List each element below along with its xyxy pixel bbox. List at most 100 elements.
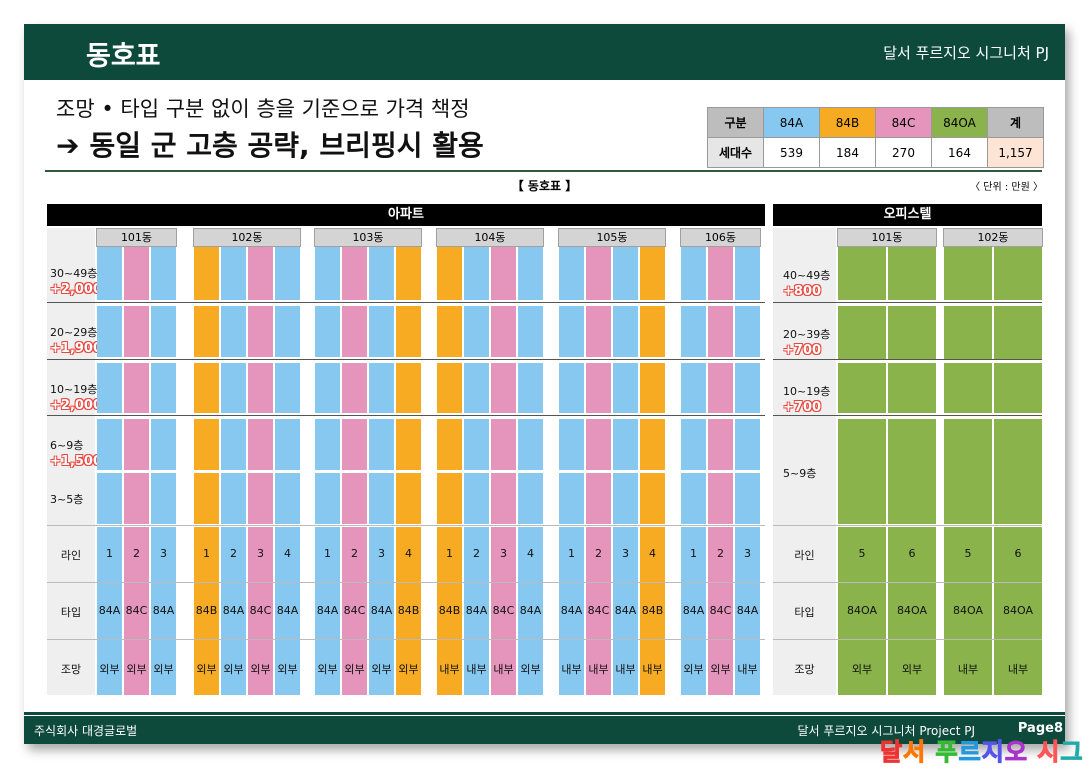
- floor-label: 5~9층: [783, 465, 846, 481]
- apartment-title: 아파트: [47, 204, 765, 226]
- unit-cell: [640, 419, 665, 470]
- unit-cell: [640, 247, 665, 300]
- floor-premium: +700: [783, 343, 822, 358]
- view-type: 외부: [277, 663, 298, 676]
- unit-cell: [221, 306, 246, 357]
- line-number: 2: [133, 547, 140, 560]
- unit-cell: [315, 247, 340, 300]
- unit-cell: [944, 419, 992, 524]
- unit-cell: [437, 247, 462, 300]
- unit-cell: [559, 473, 584, 524]
- line-number: 3: [257, 547, 264, 560]
- info-column: [559, 527, 584, 695]
- info-column: [248, 527, 273, 695]
- unit-cell: [97, 419, 122, 470]
- headline-line1: 조망 • 타입 구분 없이 층을 기준으로 가격 책정: [56, 97, 470, 121]
- unit-cell: [97, 363, 122, 413]
- summary-header-cell: 84B: [819, 107, 876, 138]
- page-title: 동호표: [86, 41, 161, 72]
- unit-type: 84A: [560, 604, 583, 617]
- line-number: 1: [203, 547, 210, 560]
- info-column: [194, 527, 219, 695]
- unit-cell: [369, 363, 394, 413]
- view-type: 외부: [344, 663, 365, 676]
- info-column: [613, 527, 638, 695]
- headline-line2: ➔ 동일 군 고층 공략, 브리핑시 활용: [56, 124, 484, 164]
- view-type: 내부: [615, 663, 636, 676]
- unit-cell: [464, 363, 489, 413]
- unit-cell: [586, 306, 611, 357]
- unit-cell: [994, 247, 1042, 300]
- summary-value-cell: 270: [875, 137, 932, 168]
- line-number: 3: [160, 547, 167, 560]
- arrow-icon: ➔: [56, 129, 80, 162]
- table-caption: 【 동호표 】: [511, 179, 578, 193]
- floor-separator: [47, 302, 765, 303]
- summary-header-cell: 구분: [707, 107, 764, 138]
- header-bar: 동호표 달서 푸르지오 시그니처 PJ: [24, 24, 1065, 80]
- unit-type: 84A: [682, 604, 705, 617]
- summary-header-cell: 계: [987, 107, 1044, 138]
- floor-range: 40~49층: [783, 269, 831, 282]
- line-number: 1: [446, 547, 453, 560]
- unit-cell: [97, 473, 122, 524]
- unit-cell: [151, 363, 176, 413]
- unit-type: 84A: [98, 604, 121, 617]
- footer-rule: [24, 712, 1065, 715]
- unit-cell: [437, 306, 462, 357]
- unit-cell: [124, 306, 149, 357]
- unit-type: 84A: [370, 604, 393, 617]
- info-column: [888, 527, 936, 695]
- unit-note: 〈 단위 : 만원 〉: [970, 182, 1043, 193]
- unit-cell: [708, 247, 733, 300]
- unit-cell: [97, 306, 122, 357]
- unit-type: 84C: [587, 604, 610, 617]
- unit-type: 84A: [736, 604, 759, 617]
- unit-type: 84A: [614, 604, 637, 617]
- unit-type: 84A: [152, 604, 175, 617]
- unit-cell: [518, 306, 543, 357]
- info-column: [124, 527, 149, 695]
- unit-cell: [464, 306, 489, 357]
- unit-cell: [124, 419, 149, 470]
- unit-cell: [735, 306, 760, 357]
- unit-cell: [437, 363, 462, 413]
- building-header: 102동: [943, 228, 1043, 247]
- floor-range: 20~29층: [50, 326, 98, 339]
- unit-cell: [248, 363, 273, 413]
- view-type: 외부: [250, 663, 271, 676]
- unit-cell: [735, 419, 760, 470]
- unit-type: 84A: [316, 604, 339, 617]
- unit-cell: [342, 473, 367, 524]
- summary-value-cell: 1,157: [987, 137, 1044, 168]
- unit-cell: [681, 247, 706, 300]
- info-column: [275, 527, 300, 695]
- summary-row-label: 세대수: [707, 137, 764, 168]
- unit-cell: [735, 473, 760, 524]
- row-label-type: 타입: [60, 606, 82, 619]
- floor-label: 40~49층 +800: [783, 267, 846, 299]
- view-type: 내부: [1007, 663, 1029, 676]
- floor-premium: +1,500: [50, 454, 103, 469]
- page-number: Page8: [1017, 721, 1063, 736]
- row-separator: [47, 639, 765, 640]
- line-number: 6: [1014, 547, 1022, 560]
- info-column: [151, 527, 176, 695]
- line-number: 5: [964, 547, 972, 560]
- unit-type: 84C: [709, 604, 732, 617]
- floor-range: 10~19층: [783, 385, 831, 398]
- floor-label: 10~19층 +2,000: [50, 381, 102, 413]
- unit-type: 84C: [249, 604, 272, 617]
- unit-type: 84C: [125, 604, 148, 617]
- view-type: 외부: [126, 663, 147, 676]
- unit-cell: [464, 473, 489, 524]
- view-type: 외부: [851, 663, 873, 676]
- unit-cell: [491, 247, 516, 300]
- view-type: 내부: [493, 663, 514, 676]
- unit-cell: [681, 473, 706, 524]
- view-type: 외부: [371, 663, 392, 676]
- info-column: [342, 527, 367, 695]
- unit-cell: [994, 419, 1042, 524]
- unit-cell: [838, 419, 886, 524]
- view-type: 외부: [153, 663, 174, 676]
